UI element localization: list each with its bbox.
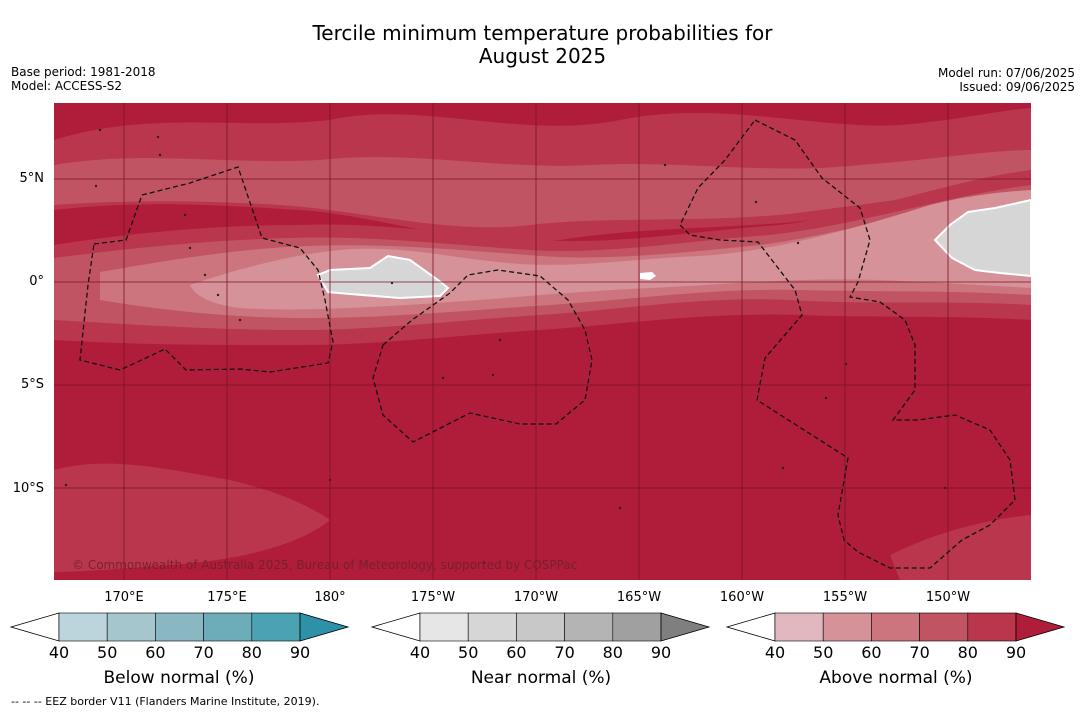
- colorbar-above-normal-tick: 40: [764, 643, 786, 662]
- chart-title: Tercile minimum temperature probabilitie…: [0, 22, 1085, 68]
- colorbar-near-normal-bin-1: [419, 612, 469, 642]
- eez-border-kiribati-gilbert: [79, 166, 334, 373]
- colorbar-above-normal-bin-4: [919, 612, 969, 642]
- colorbar-above-normal-bin-5: [967, 612, 1017, 642]
- issued-text: Issued: 09/06/2025: [959, 80, 1075, 94]
- colorbar-near-normal-bin-5: [612, 612, 662, 642]
- colorbar-above-normal-bin-1: [774, 612, 824, 642]
- copyright-notice: © Commonwealth of Australia 2025, Bureau…: [72, 558, 578, 572]
- colorbar-below-normal-bin-1: [58, 612, 108, 642]
- graticule: [54, 103, 1031, 580]
- lat-label-0: 0°: [29, 274, 44, 289]
- title-line-2: August 2025: [478, 44, 607, 68]
- colorbar-near-normal-tick: 90: [650, 643, 672, 662]
- above-80-region-southwest: [54, 463, 330, 572]
- meta-right: Model run: 07/06/2025 Issued: 09/06/2025: [938, 66, 1075, 94]
- base-period-text: Base period: 1981-2018: [11, 65, 156, 79]
- colorbar-near-normal-bin-4: [564, 612, 614, 642]
- map-fill-layer: [54, 103, 1031, 580]
- lat-label-10s: 10°S: [12, 481, 44, 496]
- colorbar-near-normal-tick: 60: [506, 643, 527, 662]
- colorbar-above-normal-tick: 70: [909, 643, 930, 662]
- lon-label-155w: 155°W: [822, 590, 868, 605]
- colorbar-below-normal-max-extension: [299, 612, 350, 642]
- lat-label-5n: 5°N: [19, 171, 45, 186]
- colorbar-near-normal-tick: 70: [554, 643, 575, 662]
- colorbar-near-normal-tick: 80: [602, 643, 623, 662]
- near-normal-patch-east: [933, 198, 1031, 278]
- colorbar-title-above-normal: Above normal (%): [819, 668, 973, 688]
- colorbar-above-normal-bin-3: [871, 612, 920, 642]
- near-normal-patch-central: [640, 272, 656, 280]
- above-80-region-southeast: [890, 515, 1031, 580]
- colorbar-below-normal-bin-4: [203, 612, 253, 642]
- colorbar-below-normal-tick: 40: [48, 643, 70, 662]
- lon-label-175w: 175°W: [410, 590, 456, 605]
- colorbar-below-normal-tick: 80: [241, 643, 262, 662]
- meta-left: Base period: 1981-2018 Model: ACCESS-S2: [11, 65, 156, 93]
- model-run-text: Model run: 07/06/2025: [937, 66, 1075, 80]
- lon-label-165w: 165°W: [616, 590, 662, 605]
- colorbar-near-normal-min-extension: [370, 612, 421, 642]
- eez-border-line-islands: [679, 119, 1016, 569]
- colorbar-below-normal-bin-3: [155, 612, 204, 642]
- eez-border-phoenix: [372, 269, 593, 443]
- colorbar-below-normal-min-extension: [9, 612, 60, 642]
- lon-label-175e: 175°E: [207, 590, 247, 605]
- colorbar-above-normal-tick: 90: [1005, 643, 1027, 662]
- colorbar-near-normal-max-extension: [660, 612, 711, 642]
- colorbar-below-normal-tick: 50: [97, 643, 118, 662]
- colorbar-below-normal: [9, 612, 350, 642]
- colorbar-near-normal-tick: 40: [409, 643, 431, 662]
- colorbar-near-normal: [370, 612, 711, 642]
- colorbar-below-normal-tick: 60: [145, 643, 166, 662]
- colorbar-above-normal: [725, 612, 1066, 642]
- colorbar-near-normal-bin-2: [467, 612, 517, 642]
- colorbar-title-below-normal: Below normal (%): [103, 668, 255, 688]
- model-text: Model: ACCESS-S2: [11, 79, 123, 93]
- colorbar-above-normal-min-extension: [725, 612, 776, 642]
- colorbar-near-normal-tick: 50: [458, 643, 479, 662]
- colorbar-above-normal-tick: 60: [861, 643, 882, 662]
- colorbar-above-normal-max-extension: [1015, 612, 1066, 642]
- colorbar-title-near-normal: Near normal (%): [470, 668, 612, 688]
- lon-label-180: 180°: [314, 590, 346, 605]
- above-70-region-north: [54, 150, 1031, 228]
- colorbar-above-normal-tick: 50: [813, 643, 834, 662]
- colorbar-below-normal-tick: 70: [193, 643, 214, 662]
- colorbar-below-normal-tick: 90: [289, 643, 311, 662]
- eez-borders: [79, 119, 1016, 569]
- lon-label-170e: 170°E: [104, 590, 144, 605]
- near-normal-patch-west: [316, 254, 450, 300]
- lat-label-5s: 5°S: [20, 377, 44, 392]
- eez-footnote: -- -- -- EEZ border V11 (Flanders Marine…: [11, 695, 320, 708]
- lon-label-150w: 150°W: [925, 590, 971, 605]
- colorbar-above-normal-tick: 80: [957, 643, 978, 662]
- colorbar-below-normal-bin-2: [106, 612, 156, 642]
- colorbar-above-normal-bin-2: [822, 612, 872, 642]
- colorbar-near-normal-bin-3: [516, 612, 565, 642]
- lon-label-170w: 170°W: [513, 590, 559, 605]
- lon-label-160w: 160°W: [719, 590, 765, 605]
- colorbar-below-normal-bin-5: [251, 612, 301, 642]
- title-line-1: Tercile minimum temperature probabilitie…: [312, 21, 773, 45]
